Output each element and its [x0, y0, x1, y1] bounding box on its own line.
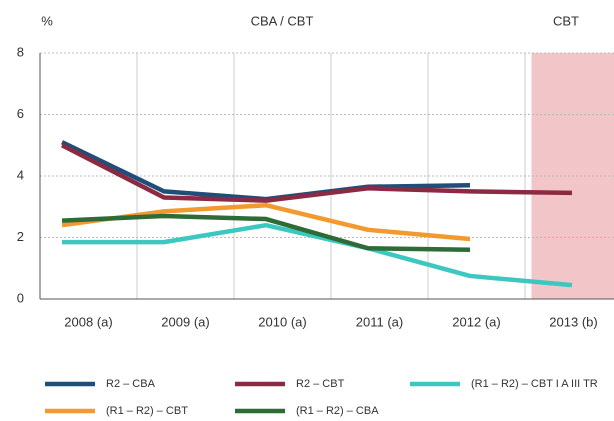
legend-label: (R1 – R2) – CBT I A III TR — [471, 378, 598, 390]
y-tick-label: 4 — [17, 167, 24, 182]
x-tick-label: 2012 (a) — [452, 314, 500, 329]
x-tick-label: 2011 (a) — [356, 314, 403, 329]
x-tick-label: 2008 (a) — [64, 314, 112, 329]
series-line — [60, 143, 573, 203]
legend-label: (R1 – R2) – CBA — [296, 405, 379, 417]
legend-label: R2 – CBA — [106, 378, 156, 390]
y-tick-label: 6 — [17, 106, 24, 121]
y-tick-label: 2 — [17, 229, 24, 244]
unit-label: % — [41, 13, 53, 28]
section-label: CBA / CBT — [251, 13, 314, 28]
y-tick-label: 0 — [17, 290, 24, 305]
x-tick-label: 2009 (a) — [161, 314, 209, 329]
legend-label: R2 – CBT — [296, 378, 345, 390]
series-line — [62, 222, 573, 288]
legend-label: (R1 – R2) – CBT — [106, 405, 188, 417]
section-label: CBT — [553, 13, 579, 28]
series-line — [61, 213, 471, 253]
x-tick-label: 2013 (b) — [549, 314, 597, 329]
series-line — [61, 202, 471, 242]
y-tick-label: 8 — [17, 44, 24, 59]
x-tick-label: 2010 (a) — [258, 314, 306, 329]
